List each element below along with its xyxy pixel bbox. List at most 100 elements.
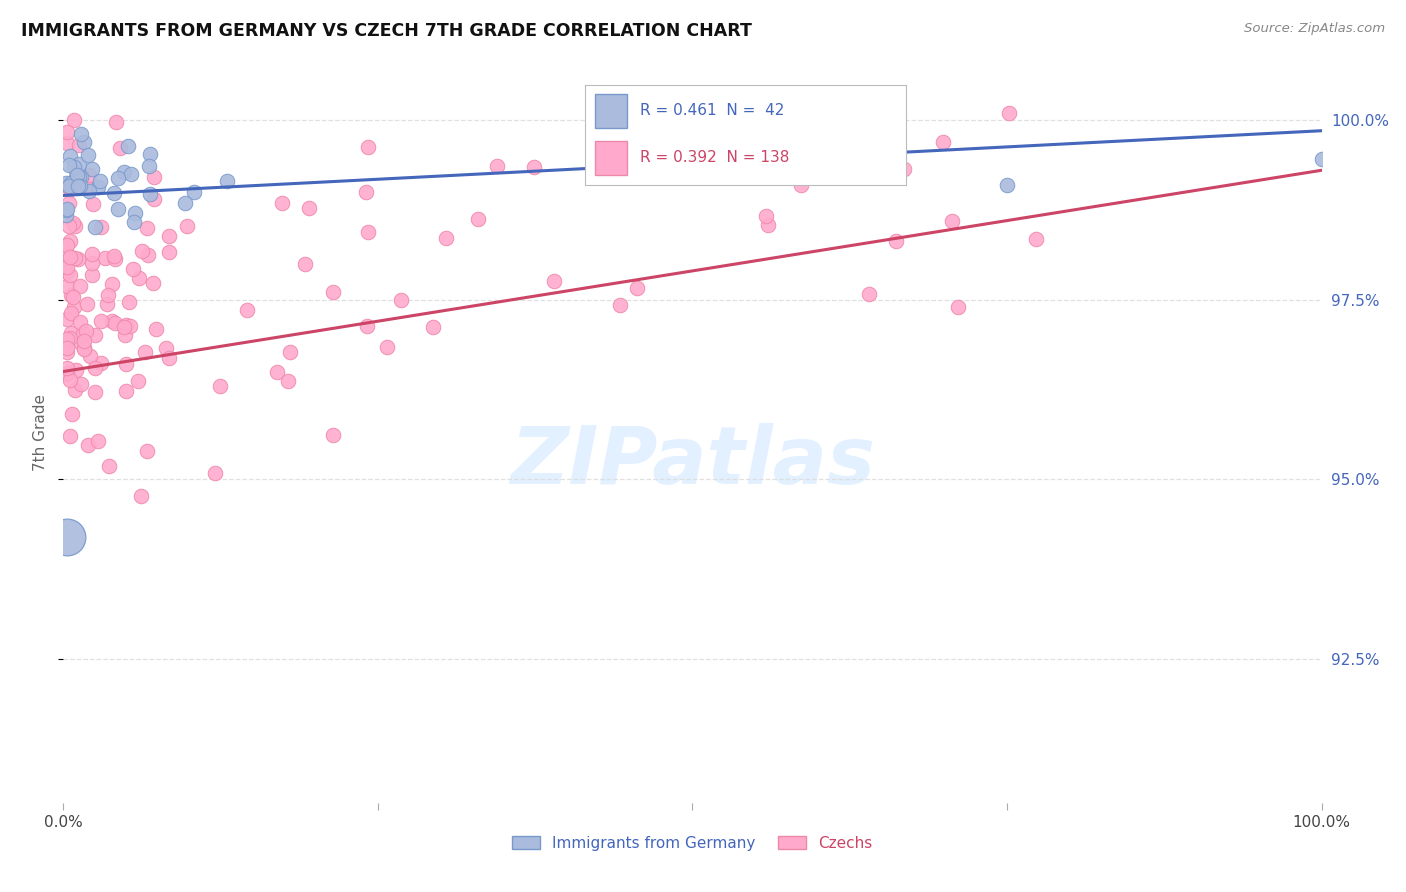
Point [142,170,165,185]
Point [104,252,127,266]
Point [681,132,703,146]
Point [941,214,963,228]
Point [183,185,205,199]
Point [145,322,167,336]
Point [157,351,180,365]
Point [90,356,112,370]
Point [174,196,197,211]
Point [77,184,100,198]
Point [138,187,160,202]
Point [790,178,813,193]
Point [75,324,97,338]
Point [60,407,83,421]
Point [434,231,457,245]
Point [115,384,138,399]
Point [422,320,444,334]
Point [523,160,546,174]
Point [77,148,100,162]
Point [56,178,79,193]
Point [79,350,101,364]
Point [58,196,80,211]
Point [70,336,93,351]
Point [80,247,103,261]
Point [858,287,880,301]
Point [129,489,152,503]
Point [84,385,107,400]
Point [946,301,969,315]
Point [56,368,79,382]
Point [1025,232,1047,246]
Point [60,326,83,340]
Point [204,466,226,480]
Point [67,157,90,171]
Point [235,302,257,317]
Point [354,185,377,199]
Point [389,293,412,307]
Point [322,427,344,442]
Point [66,168,89,182]
Point [277,374,299,388]
Point [62,290,84,304]
Y-axis label: 7th Grade: 7th Grade [32,394,48,471]
Point [215,174,238,188]
Point [142,276,165,290]
Point [59,331,82,345]
Point [108,140,131,154]
Point [375,340,398,354]
Point [59,148,82,162]
Point [104,316,127,330]
Point [157,245,180,260]
Point [69,179,91,194]
Point [59,182,82,196]
Point [59,250,82,264]
Point [56,251,79,265]
Point [83,219,105,234]
Point [82,256,104,270]
Point [1310,153,1333,167]
Point [127,374,149,388]
Point [98,458,121,473]
Point [72,326,94,340]
Point [56,530,79,544]
Point [96,297,118,311]
Point [157,229,180,244]
Point [67,170,90,185]
Point [118,295,141,310]
Point [297,201,319,215]
Point [56,265,79,279]
Point [62,216,84,230]
Point [107,171,129,186]
Point [124,215,146,229]
Point [55,208,77,222]
Point [134,344,156,359]
Point [114,357,136,371]
Point [77,169,100,183]
Point [63,251,86,265]
Point [114,328,136,343]
Point [56,361,79,376]
Point [124,206,146,220]
Point [80,268,103,283]
Point [120,167,142,181]
Point [103,186,125,201]
Point [609,298,631,312]
Point [90,219,112,234]
Point [76,180,98,194]
Point [356,319,378,334]
Point [271,195,294,210]
Point [741,163,763,178]
Point [139,147,162,161]
Point [76,296,98,310]
Point [101,313,124,327]
Point [69,278,91,293]
Point [115,318,138,333]
Point [65,363,87,377]
Point [56,345,79,359]
Point [56,247,79,261]
Point [82,197,104,211]
Point [56,136,79,150]
Point [131,244,153,258]
Text: ZIPatlas: ZIPatlas [510,423,875,501]
Point [135,221,157,235]
Point [112,164,135,178]
